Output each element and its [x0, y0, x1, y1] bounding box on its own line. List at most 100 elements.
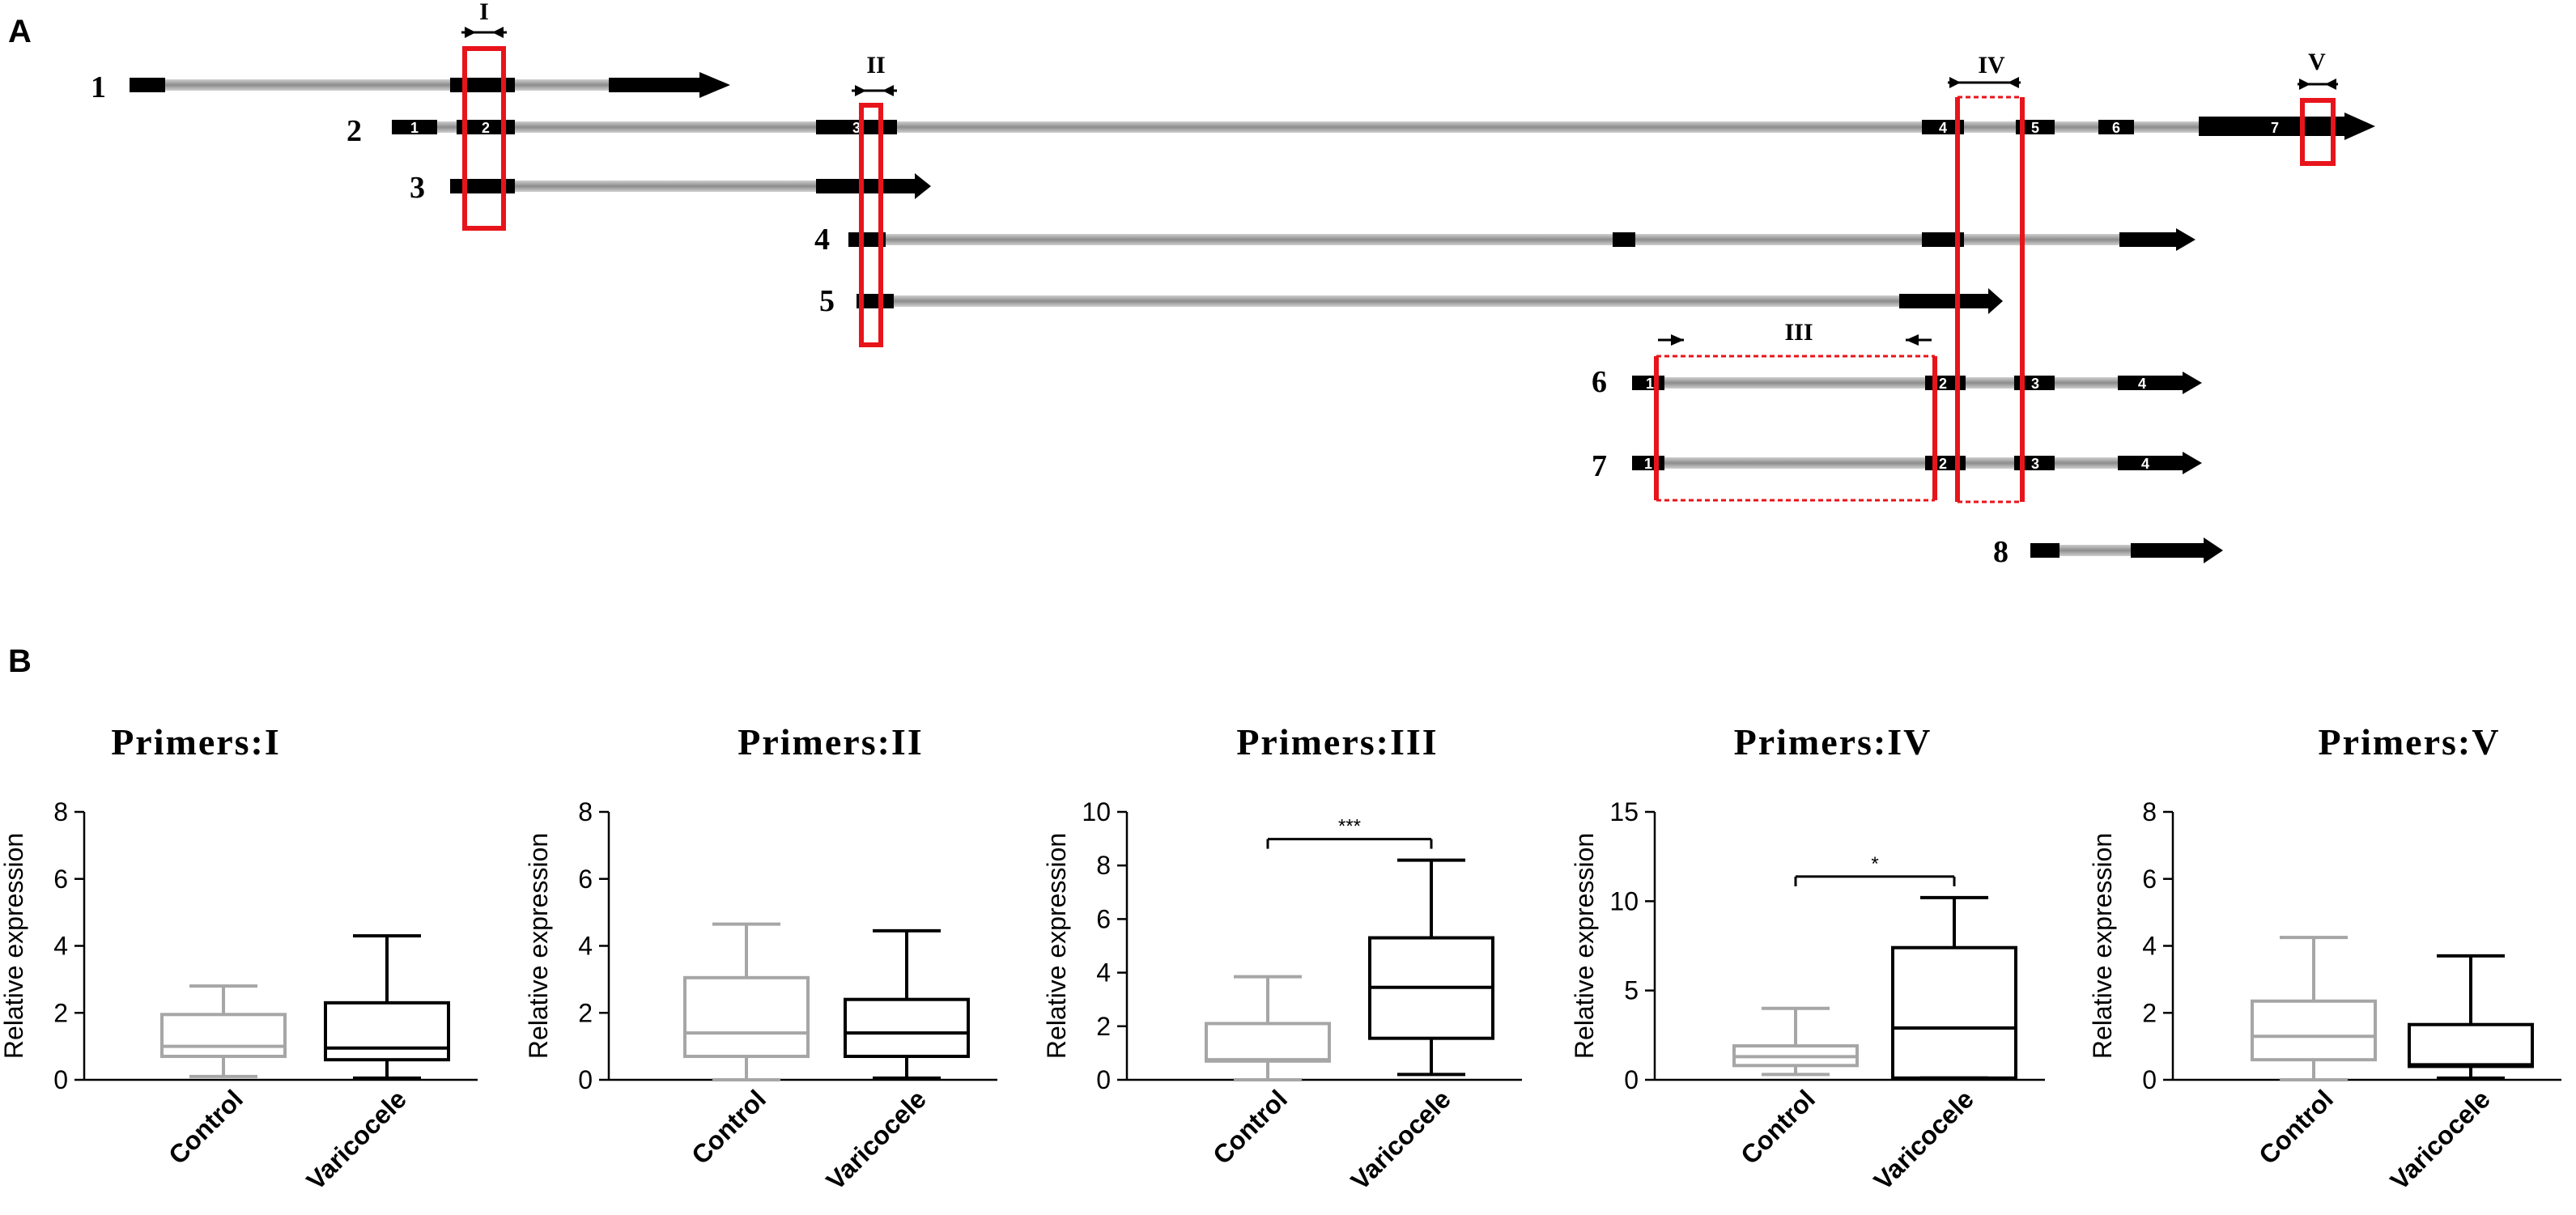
transcript-label: 7 [1592, 449, 1607, 483]
exon [2199, 117, 2344, 136]
primer-reverse-icon [1906, 334, 1919, 346]
significance-label: * [1871, 853, 1878, 875]
primer-region-iii: III [1654, 319, 1937, 502]
arrow-head [2344, 113, 2375, 140]
exon [457, 120, 515, 134]
exon [609, 78, 699, 92]
y-tick-label: 4 [578, 932, 593, 961]
transcript-diagram: 1 2 1 2 3 4 5 6 7 [91, 0, 2375, 569]
exon-number: 3 [2031, 456, 2039, 472]
exon [2131, 543, 2204, 558]
exon-number: 2 [1939, 456, 1947, 472]
arrow-head [2204, 537, 2223, 563]
intron [450, 181, 855, 192]
boxplot-panels: Primers:I Relative expression 0 2 4 6 8 Control… [0, 721, 2561, 1196]
exon [848, 232, 886, 247]
arrow-head [2183, 372, 2202, 394]
exon [2016, 120, 2055, 134]
transcript-6: 6 1 2 3 4 [1592, 365, 2202, 399]
exon-number: 6 [2112, 120, 2120, 136]
exon [392, 120, 437, 134]
y-tick-label: 0 [53, 1065, 68, 1094]
y-tick-label: 8 [1096, 851, 1111, 880]
iqr-box [160, 1013, 287, 1059]
y-tick-label: 8 [578, 797, 593, 826]
y-tick-label: 10 [1082, 797, 1111, 826]
exon [816, 120, 897, 134]
y-tick-label: 15 [1609, 797, 1639, 826]
transcript-label: 2 [346, 114, 362, 148]
exon-number: 2 [482, 120, 490, 136]
y-tick-label: 0 [2142, 1065, 2157, 1094]
y-axis-label: Relative expression [0, 833, 28, 1059]
y-tick-label: 0 [1624, 1065, 1639, 1094]
y-tick-label: 6 [1096, 904, 1111, 933]
exon-number: 4 [2141, 456, 2149, 472]
y-tick-label: 6 [578, 865, 593, 894]
chart-title: Primers:II [738, 721, 923, 763]
primer-reverse-icon [492, 27, 504, 38]
arrow-head [1988, 288, 2003, 314]
chart-title: Primers:I [111, 721, 281, 763]
y-tick-label: 2 [578, 998, 593, 1027]
transcript-label: 3 [410, 171, 425, 205]
transcript-1: 1 [91, 70, 730, 104]
primer-reverse-icon [882, 85, 894, 96]
y-tick-label: 8 [53, 797, 68, 826]
transcript-3: 3 [410, 171, 931, 205]
y-tick-label: 0 [578, 1065, 593, 1094]
iqr-box [683, 975, 810, 1059]
primer-forward-icon [1671, 334, 1684, 346]
y-tick-label: 4 [53, 932, 68, 961]
y-tick-label: 10 [1609, 886, 1639, 915]
primer-box [462, 46, 506, 231]
primer-forward-icon [855, 85, 866, 96]
primer-reverse-icon [2008, 77, 2019, 88]
y-tick-label: 5 [1624, 976, 1639, 1005]
chart-title: Primers:V [2319, 721, 2501, 763]
iqr-box [2408, 1022, 2534, 1068]
transcript-8: 8 [1993, 535, 2223, 569]
primer-region-v: V [2298, 49, 2338, 166]
primer-region-iv: IV [1948, 52, 2025, 503]
transcript-label: 8 [1993, 535, 2009, 569]
x-category-label: Varicocele [2385, 1084, 2496, 1195]
transcript-4: 4 [814, 223, 2196, 257]
exon-number: 3 [2031, 376, 2039, 392]
x-category-label: Varicocele [821, 1084, 932, 1195]
significance-label: *** [1338, 816, 1361, 838]
x-category-label: Control [1207, 1084, 1293, 1170]
box-control [683, 922, 810, 1081]
exon-number: 2 [1939, 376, 1947, 392]
y-axis-label: Relative expression [2088, 833, 2117, 1059]
arrow-head [2183, 452, 2202, 474]
significance-bracket: *** [1266, 816, 1433, 849]
exon-number: 3 [852, 120, 861, 136]
primer-label: III [1784, 319, 1813, 346]
primer-region-i: I [461, 0, 507, 231]
x-category-label: Control [163, 1084, 249, 1170]
arrow-head [2176, 228, 2196, 251]
y-tick-label: 8 [2142, 797, 2157, 826]
primer-label: V [2308, 49, 2326, 75]
y-axis-label: Relative expression [1570, 833, 1599, 1059]
exon [1613, 232, 1635, 247]
y-axis-label: Relative expression [524, 833, 553, 1059]
exon-number: 1 [1644, 456, 1652, 472]
box-varicocele [2408, 954, 2534, 1080]
x-category-label: Control [2253, 1084, 2339, 1170]
box-control [160, 984, 287, 1078]
y-tick-label: 0 [1096, 1065, 1111, 1094]
primer-region-ii: II [852, 52, 897, 347]
box-varicocele [324, 934, 450, 1080]
boxplot-chart: Primers:I Relative expression 0 2 4 6 8 Control… [0, 721, 478, 1196]
primer-label: II [866, 52, 885, 79]
box-varicocele [844, 928, 970, 1080]
primer-box [859, 103, 883, 347]
primer-label: IV [1978, 52, 2005, 79]
transcript-label: 5 [819, 284, 835, 318]
x-category-label: Control [686, 1084, 772, 1170]
y-tick-label: 6 [53, 865, 68, 894]
y-axis-label: Relative expression [1042, 833, 1071, 1059]
x-category-label: Varicocele [301, 1084, 412, 1195]
